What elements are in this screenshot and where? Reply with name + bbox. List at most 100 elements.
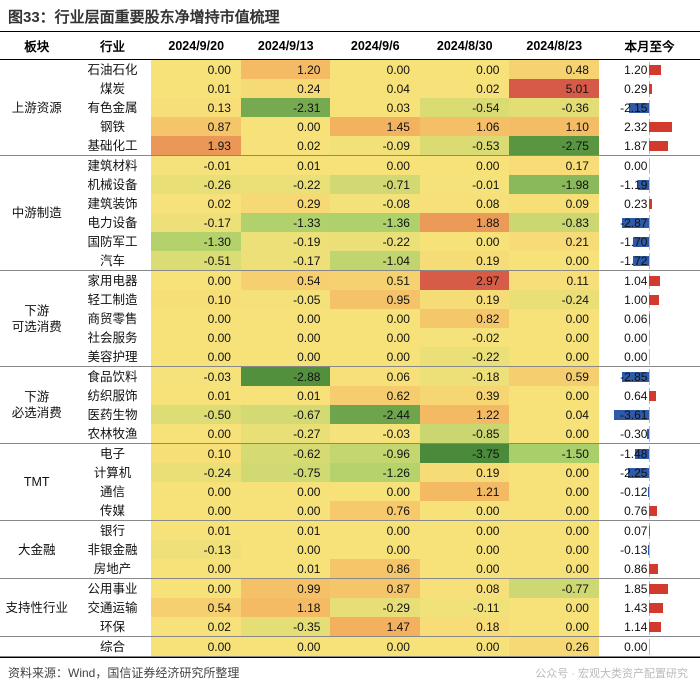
value-cell: -0.03 xyxy=(330,424,420,444)
sector-cell: 支持性行业 xyxy=(0,579,73,637)
value-cell: 0.08 xyxy=(420,194,510,213)
industry-cell: 社会服务 xyxy=(73,328,151,347)
value-cell: 0.00 xyxy=(330,540,420,559)
table-row: 计算机-0.24-0.75-1.260.190.00-2.25 xyxy=(0,463,700,482)
value-cell: 0.00 xyxy=(420,232,510,251)
value-cell: 0.00 xyxy=(420,60,510,80)
value-cell: 0.00 xyxy=(151,579,241,599)
value-cell: 2.97 xyxy=(420,271,510,291)
value-cell: 0.00 xyxy=(420,637,510,657)
industry-cell: 基础化工 xyxy=(73,136,151,156)
table-row: 综合0.000.000.000.000.260.00 xyxy=(0,637,700,657)
value-cell: 0.01 xyxy=(151,386,241,405)
value-cell: -0.54 xyxy=(420,98,510,117)
value-cell: 1.45 xyxy=(330,117,420,136)
value-cell: 0.09 xyxy=(509,194,599,213)
mtd-spark-cell: 2.32 xyxy=(599,117,700,136)
value-cell: -0.77 xyxy=(509,579,599,599)
value-cell: 0.00 xyxy=(241,501,331,521)
sector-cell: 大金融 xyxy=(0,521,73,579)
value-cell: 0.00 xyxy=(330,328,420,347)
value-cell: -0.71 xyxy=(330,175,420,194)
value-cell: 0.02 xyxy=(241,136,331,156)
value-cell: 1.21 xyxy=(420,482,510,501)
value-cell: 0.21 xyxy=(509,232,599,251)
value-cell: -2.88 xyxy=(241,367,331,387)
industry-cell: 轻工制造 xyxy=(73,290,151,309)
industry-cell: 计算机 xyxy=(73,463,151,482)
value-cell: -0.51 xyxy=(151,251,241,271)
value-cell: 0.02 xyxy=(420,79,510,98)
col-mtd: 本月至今 xyxy=(599,32,700,60)
value-cell: 0.26 xyxy=(509,637,599,657)
value-cell: 0.00 xyxy=(509,617,599,637)
table-row: 电力设备-0.17-1.33-1.361.88-0.83-2.87 xyxy=(0,213,700,232)
value-cell: 1.22 xyxy=(420,405,510,424)
value-cell: -0.67 xyxy=(241,405,331,424)
value-cell: 1.20 xyxy=(241,60,331,80)
table-row: 通信0.000.000.001.210.00-0.12 xyxy=(0,482,700,501)
value-cell: 0.13 xyxy=(151,98,241,117)
value-cell: 0.00 xyxy=(509,328,599,347)
value-cell: 0.00 xyxy=(330,637,420,657)
value-cell: -0.08 xyxy=(330,194,420,213)
value-cell: 1.93 xyxy=(151,136,241,156)
value-cell: 0.01 xyxy=(241,559,331,579)
mtd-spark-cell: 1.85 xyxy=(599,579,700,599)
mtd-spark-cell: -2.87 xyxy=(599,213,700,232)
value-cell: 0.00 xyxy=(151,60,241,80)
value-cell: 0.00 xyxy=(241,637,331,657)
value-cell: 0.00 xyxy=(241,117,331,136)
col-date-0: 2024/9/20 xyxy=(151,32,241,60)
value-cell: 0.29 xyxy=(241,194,331,213)
table-row: 大金融银行0.010.010.000.000.000.07 xyxy=(0,521,700,541)
value-cell: -0.01 xyxy=(151,156,241,176)
value-cell: 0.00 xyxy=(509,463,599,482)
value-cell: 0.00 xyxy=(151,637,241,657)
value-cell: -1.26 xyxy=(330,463,420,482)
value-cell: -1.30 xyxy=(151,232,241,251)
table-row: 机械设备-0.26-0.22-0.71-0.01-1.98-1.19 xyxy=(0,175,700,194)
col-industry: 行业 xyxy=(73,32,151,60)
value-cell: 0.00 xyxy=(330,521,420,541)
table-row: 医药生物-0.50-0.67-2.441.220.04-3.61 xyxy=(0,405,700,424)
mtd-spark-cell: 0.00 xyxy=(599,347,700,367)
mtd-spark-cell: 0.00 xyxy=(599,328,700,347)
value-cell: -0.18 xyxy=(420,367,510,387)
industry-cell: 银行 xyxy=(73,521,151,541)
value-cell: -1.33 xyxy=(241,213,331,232)
value-cell: 0.82 xyxy=(420,309,510,328)
value-cell: 5.01 xyxy=(509,79,599,98)
value-cell: -0.24 xyxy=(151,463,241,482)
mtd-spark-cell: 0.06 xyxy=(599,309,700,328)
table-row: 传媒0.000.000.760.000.000.76 xyxy=(0,501,700,521)
value-cell: 0.00 xyxy=(151,424,241,444)
value-cell: 0.17 xyxy=(509,156,599,176)
table-row: 有色金属0.13-2.310.03-0.54-0.36-2.15 xyxy=(0,98,700,117)
value-cell: 0.00 xyxy=(151,347,241,367)
value-cell: -0.09 xyxy=(330,136,420,156)
value-cell: -0.53 xyxy=(420,136,510,156)
mtd-spark-cell: 0.00 xyxy=(599,156,700,176)
value-cell: 1.88 xyxy=(420,213,510,232)
value-cell: 0.00 xyxy=(420,156,510,176)
table-row: 汽车-0.51-0.17-1.040.190.00-1.72 xyxy=(0,251,700,271)
table-row: 商贸零售0.000.000.000.820.000.06 xyxy=(0,309,700,328)
industry-cell: 有色金属 xyxy=(73,98,151,117)
value-cell: 0.86 xyxy=(330,559,420,579)
value-cell: 0.00 xyxy=(509,540,599,559)
mtd-spark-cell: -1.70 xyxy=(599,232,700,251)
value-cell: 0.99 xyxy=(241,579,331,599)
industry-cell: 建筑装饰 xyxy=(73,194,151,213)
mtd-spark-cell: 0.23 xyxy=(599,194,700,213)
value-cell: 0.00 xyxy=(241,482,331,501)
industry-cell: 石油石化 xyxy=(73,60,151,80)
value-cell: 0.10 xyxy=(151,444,241,464)
value-cell: 0.19 xyxy=(420,463,510,482)
value-cell: 0.00 xyxy=(420,501,510,521)
value-cell: -3.75 xyxy=(420,444,510,464)
industry-cell: 家用电器 xyxy=(73,271,151,291)
value-cell: 0.00 xyxy=(151,328,241,347)
table-row: 房地产0.000.010.860.000.000.86 xyxy=(0,559,700,579)
mtd-spark-cell: 0.86 xyxy=(599,559,700,579)
